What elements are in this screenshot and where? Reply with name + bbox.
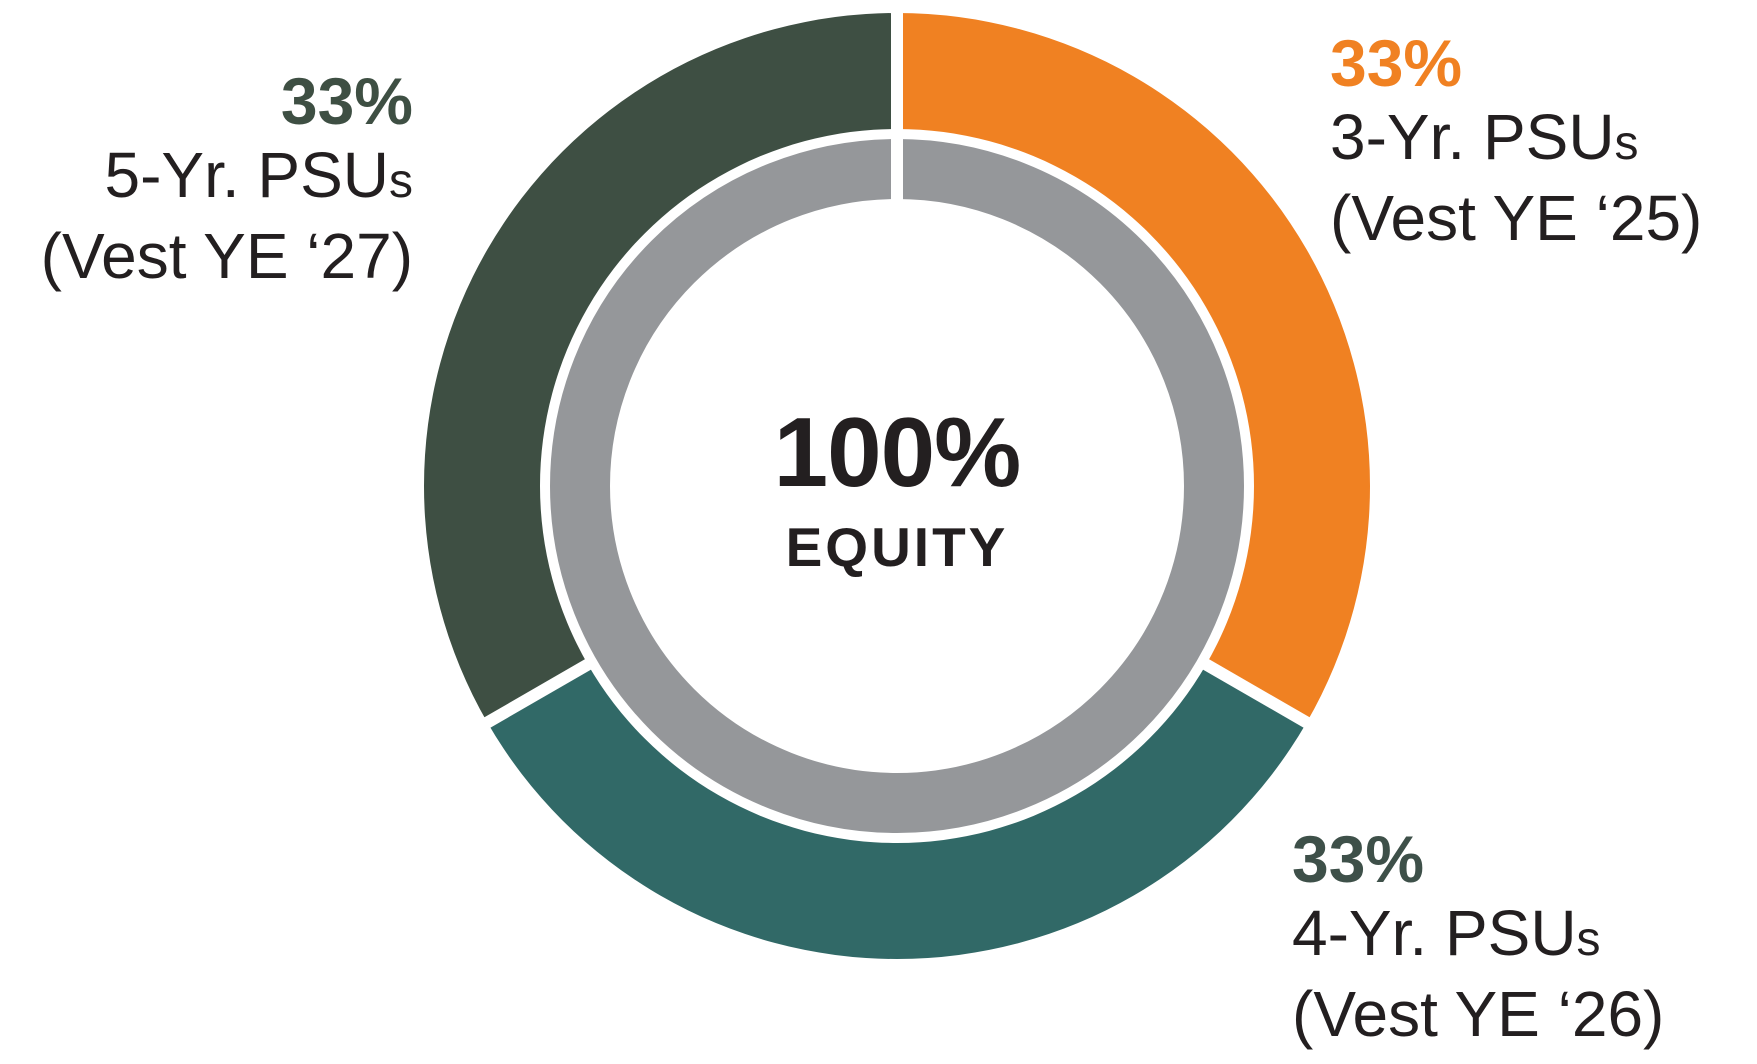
slice-name-5yr: 5-Yr. PSUs [104, 139, 413, 211]
slice-separator-1 [1197, 655, 1319, 733]
slice-label-3yr-psus: 33% 3-Yr. PSUs (Vest YE ‘25) [1330, 26, 1702, 255]
slice-pct-3yr: 33% [1330, 26, 1463, 100]
slice-vest-4yr: (Vest YE ‘26) [1292, 978, 1665, 1050]
psu-small-s: s [389, 155, 413, 208]
slice-label-4yr-psus: 33% 4-Yr. PSUs (Vest YE ‘26) [1292, 822, 1664, 1051]
slice-vest-3yr: (Vest YE ‘25) [1330, 182, 1703, 254]
center-caption: EQUITY [785, 516, 1009, 578]
donut-center-text: 100% EQUITY [597, 402, 1197, 576]
slice-name-3yr: 3-Yr. PSUs [1330, 101, 1639, 173]
slice-pct-4yr: 33% [1292, 822, 1425, 896]
slice-separator-2 [475, 655, 597, 733]
slice-vest-5yr: (Vest YE ‘27) [40, 220, 413, 292]
psu-small-s: s [1614, 117, 1639, 170]
slice-label-5yr-psus: 33% 5-Yr. PSUs (Vest YE ‘27) [41, 64, 413, 293]
donut-slice-5yr [424, 13, 897, 723]
donut-slice-4yr [487, 664, 1307, 959]
psu-small-s: s [1576, 913, 1601, 966]
slice-pct-5yr: 33% [280, 64, 413, 138]
center-value: 100% [773, 397, 1022, 507]
slice-name-4yr: 4-Yr. PSUs [1292, 897, 1601, 969]
donut-slice-3yr [897, 13, 1370, 723]
